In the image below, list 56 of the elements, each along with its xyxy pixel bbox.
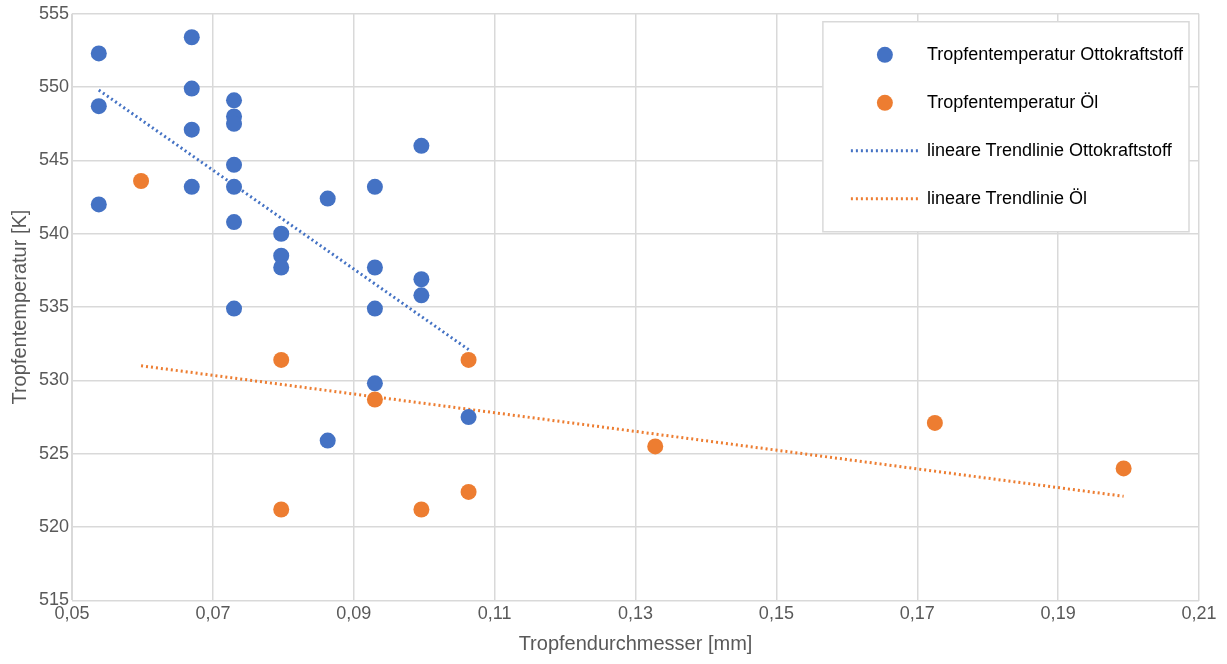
point (319, 432, 336, 449)
point (366, 375, 383, 392)
x-tick-label: 0,11 (477, 603, 512, 624)
x-tick-label: 0,09 (336, 603, 372, 624)
y-tick-label: 550 (38, 76, 70, 97)
x-tick-label: 0,07 (195, 603, 231, 624)
point (183, 121, 200, 138)
x-tick-label: 0,15 (758, 603, 794, 624)
point (366, 391, 383, 408)
point (226, 92, 243, 109)
y-axis-title: Tropfentemperatur [K] (7, 209, 30, 405)
y-tick-label: 545 (38, 149, 70, 170)
y-tick-label: 525 (38, 442, 70, 463)
y-tick-label: 520 (38, 516, 70, 537)
y-tick-label: 540 (38, 222, 70, 243)
point (183, 80, 200, 97)
point (183, 29, 200, 46)
point (226, 156, 243, 173)
point (226, 214, 243, 231)
x-axis-title: Tropfendurchmesser [mm] (518, 631, 753, 654)
point (183, 178, 200, 195)
point (366, 259, 383, 276)
x-tick-label: 0,21 (1181, 603, 1217, 624)
point (413, 271, 430, 288)
point (460, 351, 477, 368)
point (366, 300, 383, 317)
legend-label: Tropfentemperatur Ottokraftstoff (926, 43, 1184, 64)
point (413, 501, 430, 518)
point (647, 438, 664, 455)
x-tick-label: 0,13 (617, 603, 654, 624)
point (1115, 460, 1132, 477)
point (926, 414, 943, 431)
point (90, 45, 107, 62)
y-tick-label: 555 (38, 2, 70, 23)
x-tick-label: 0,19 (1040, 603, 1076, 624)
y-tick-label: 530 (38, 369, 70, 390)
legend-label: lineare Trendlinie Öl (926, 187, 1087, 208)
point (273, 501, 290, 518)
point (273, 259, 290, 276)
legend-label: lineare Trendlinie Ottokraftstoff (926, 139, 1173, 160)
point (133, 172, 150, 189)
point (413, 137, 430, 154)
point (90, 196, 107, 213)
point (319, 190, 336, 207)
point (366, 178, 383, 195)
point (413, 287, 430, 304)
legend-label: Tropfentemperatur Öl (926, 91, 1099, 112)
y-tick-label: 535 (38, 296, 70, 317)
point (460, 483, 477, 500)
x-tick-label: 0,17 (899, 603, 935, 624)
point (273, 225, 290, 242)
point (90, 98, 107, 115)
point (226, 178, 243, 195)
point (460, 409, 477, 426)
point (226, 300, 243, 317)
point (273, 351, 290, 368)
